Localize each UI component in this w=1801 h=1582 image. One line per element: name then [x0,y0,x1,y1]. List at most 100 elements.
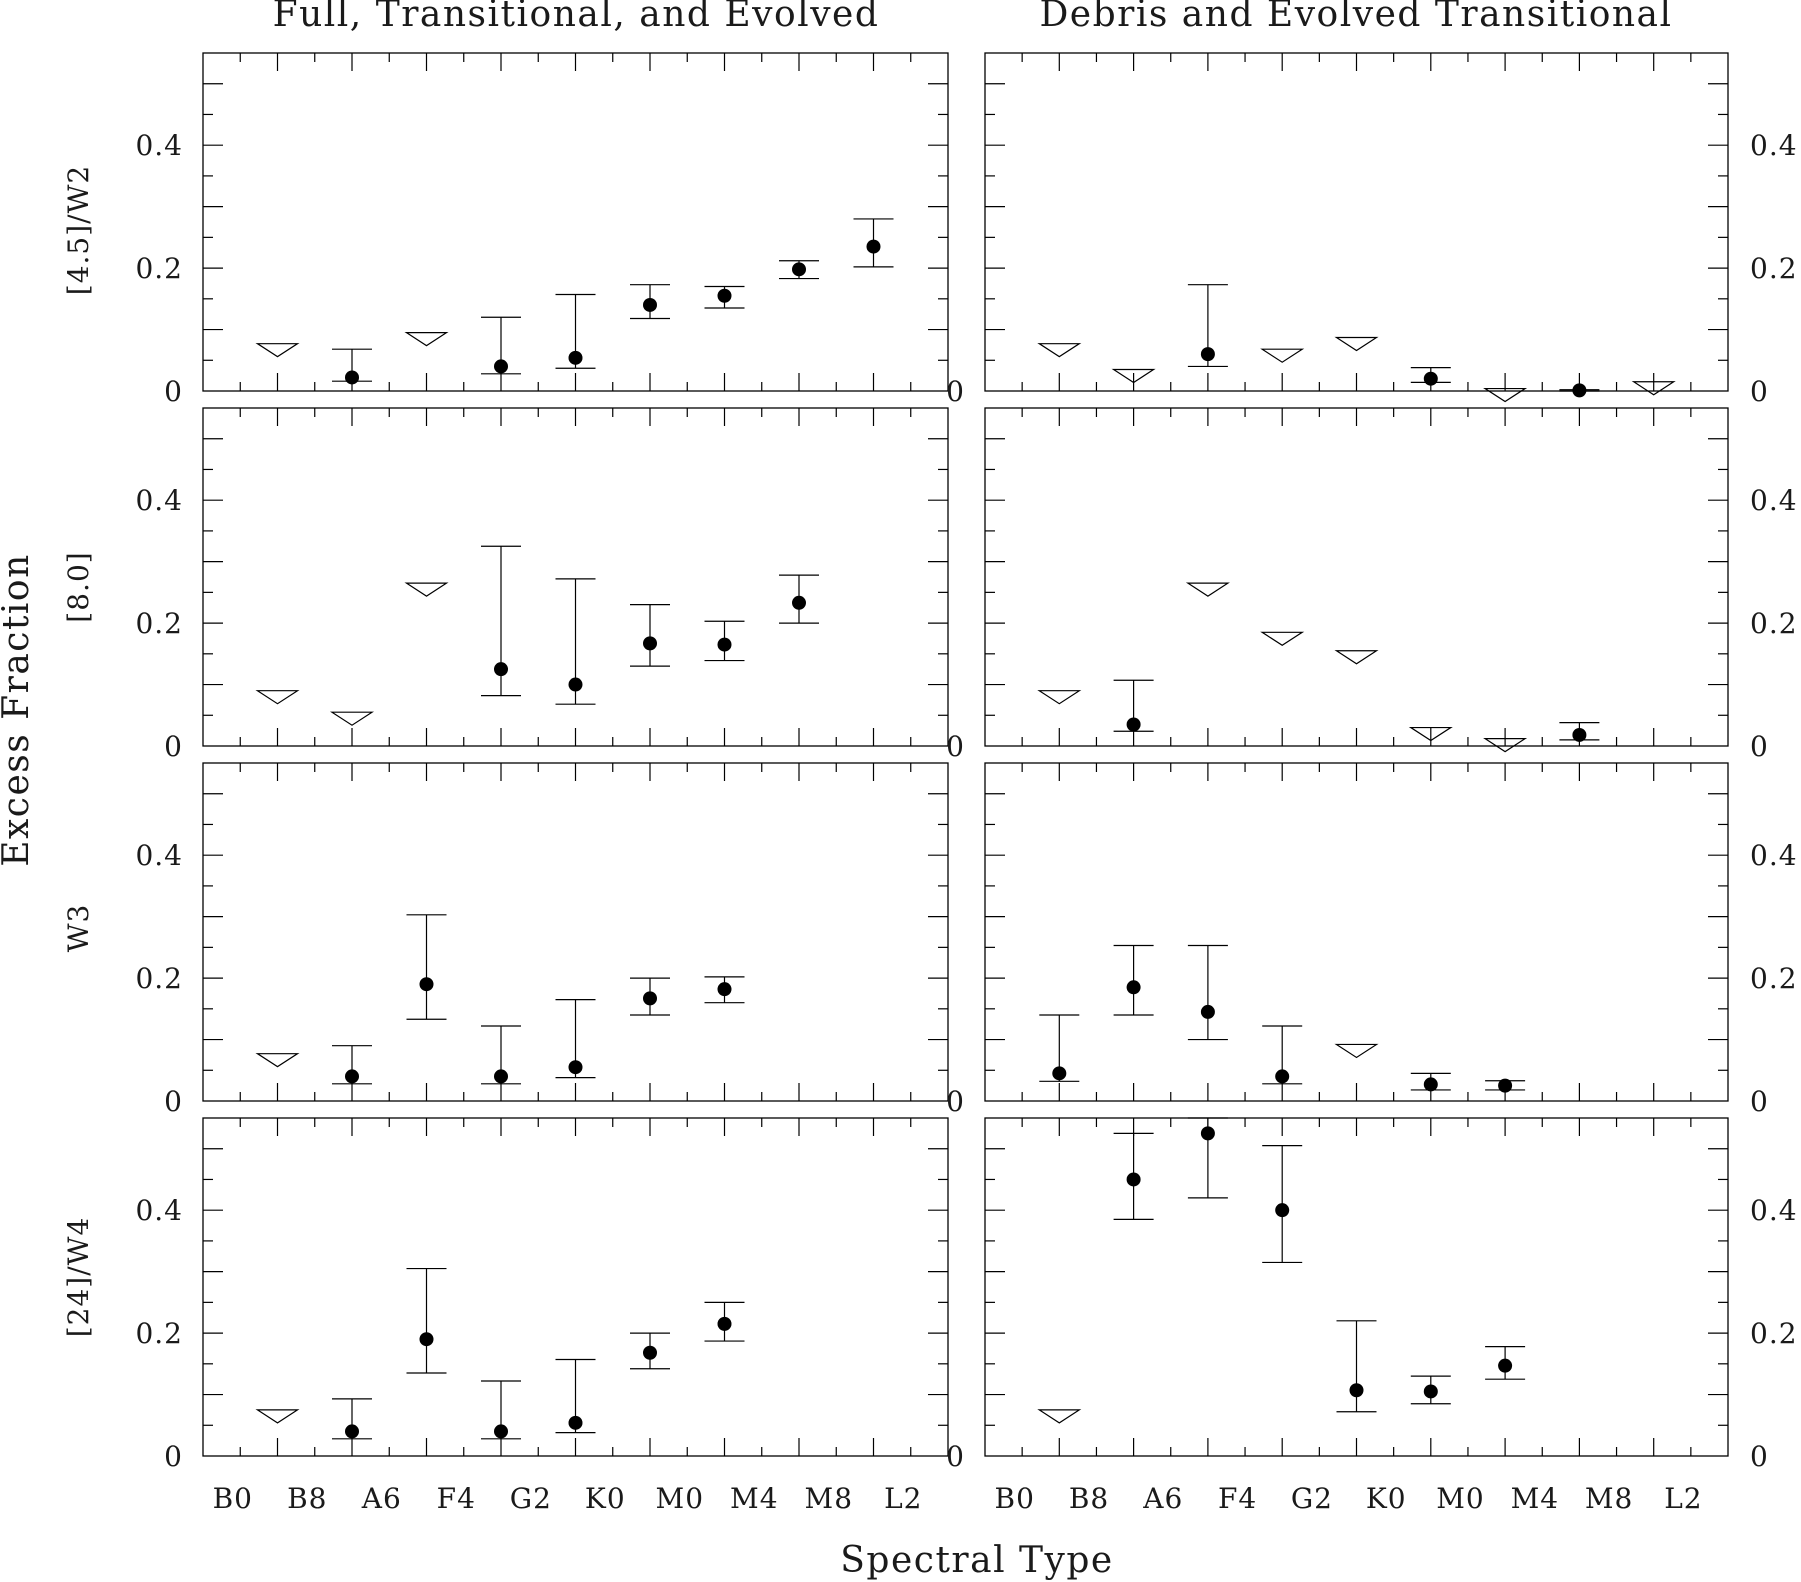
upper-limit-marker [404,582,449,597]
panel-debris-evolved-transitional-w3-frame [984,762,1729,1102]
upper-limit-marker [1483,738,1528,753]
x-tick-label: F4 [437,1482,476,1515]
panel-full-transitional-evolved-w3: 0 0.2 0.4 [135,762,949,1118]
x-tick-label: M0 [1436,1482,1484,1515]
upper-limit-marker [255,690,300,705]
y-tick-label: 0 [164,375,183,408]
y-tick-label: 0.4 [1750,129,1798,162]
y-tick-label: 0.2 [135,962,183,995]
data-point [494,1069,508,1084]
panel-debris-evolved-transitional-w3: 0 0 0.2 0.4 [946,762,1798,1118]
data-point [717,1316,732,1331]
data-point [1200,347,1215,362]
x-tick-label: M8 [1585,1482,1633,1515]
upper-limit-marker [255,1409,300,1424]
data-point [419,1332,434,1347]
data-point [1275,1203,1290,1218]
column-title-right: Debris and Evolved Transitional [1039,0,1672,35]
x-tick-label: M0 [656,1482,704,1515]
y-tick-label: 0.2 [1750,1317,1798,1350]
upper-limit-marker [1631,381,1676,396]
x-axis-title: Spectral Type [840,1540,1113,1581]
panel-grid: 0 0.2 0.4 0 0 0.2 0.4 0 0.2 0.4 0 0 0.2 0.4 0 0.2 0.4 0 0 0… [135,52,1798,1515]
y-tick-label: 0 [946,375,965,408]
x-tick-label: M4 [730,1482,778,1515]
upper-limit-marker [404,332,449,347]
data-point [1423,1384,1438,1399]
upper-limit-marker [1260,348,1305,363]
y-tick-label: 0.4 [135,839,183,872]
panel-full-transitional-evolved-8-0: 0 0.2 0.4 [135,407,949,763]
y-tick-label: 0 [1750,1440,1769,1473]
y-tick-label: 0.2 [1750,607,1798,640]
data-point [1498,1078,1513,1093]
y-tick-label: 0.4 [1750,839,1798,872]
data-point [1423,371,1438,386]
data-point [717,982,732,997]
data-point [1572,383,1587,398]
data-point [1126,717,1141,732]
x-tick-label: M4 [1511,1482,1559,1515]
data-point [1572,727,1587,742]
y-tick-label: 0.4 [135,129,183,162]
y-tick-label: 0.2 [135,607,183,640]
data-point [494,359,508,374]
upper-limit-marker [1185,582,1230,597]
panel-full-transitional-evolved-4-5-w2: 0 0.2 0.4 [135,52,949,408]
panel-debris-evolved-transitional-4-5-w2-frame [984,52,1729,392]
x-tick-label: G2 [1291,1482,1333,1515]
y-tick-label: 0.2 [135,1317,183,1350]
upper-limit-marker [1334,650,1379,665]
data-point [568,1415,583,1430]
y-tick-label: 0 [1750,375,1769,408]
upper-limit-marker [1334,336,1379,352]
data-point [345,1424,359,1439]
data-point [1275,1069,1290,1084]
y-tick-label: 0 [164,1085,183,1118]
data-point [568,677,583,692]
data-point [643,297,657,312]
upper-limit-marker [1408,726,1453,742]
y-tick-label: 0.4 [1750,1194,1798,1227]
x-tick-label: A6 [1142,1482,1183,1515]
panel-debris-evolved-transitional-8-0-frame [984,407,1729,747]
row-label-24-w4: [24]/W4 [62,1217,95,1338]
x-tick-label: B0 [213,1482,253,1515]
data-point [1200,1126,1215,1141]
y-tick-label: 0.4 [135,484,183,517]
panel-debris-evolved-transitional-4-5-w2: 0 0 0.2 0.4 [946,52,1798,408]
upper-limit-marker [1483,387,1528,403]
data-point [345,370,359,385]
y-tick-label: 0 [1750,1085,1769,1118]
y-tick-label: 0.2 [1750,962,1798,995]
panel-debris-evolved-transitional-24-w4: 0 0 0.2 0.4 B0 B8 A6 F4 G2 K0 M0 M4 M8 L2 [946,1117,1798,1515]
data-point [643,1345,657,1360]
upper-limit-marker [1037,343,1082,358]
x-tick-label: K0 [585,1482,626,1515]
row-label-w3: W3 [62,904,95,953]
y-tick-label: 0 [946,730,965,763]
row-label-8-0: [8.0] [62,551,95,622]
x-tick-label: L2 [884,1482,922,1515]
upper-limit-marker [255,1053,300,1068]
data-point [643,991,657,1006]
y-tick-label: 0.4 [135,1194,183,1227]
x-tick-label: M8 [805,1482,853,1515]
data-point [1200,1004,1215,1019]
y-tick-label: 0 [164,1440,183,1473]
panel-full-transitional-evolved-24-w4: 0 0.2 0.4 B0 B8 A6 F4 G2 K0 M0 M4 M8 L2 [135,1117,949,1515]
x-tick-label: B8 [287,1482,327,1515]
data-point [792,262,806,277]
data-point [1126,980,1141,995]
y-tick-label: 0.4 [1750,484,1798,517]
data-point [1498,1358,1513,1373]
data-point [717,288,732,303]
data-point [1126,1172,1141,1187]
upper-limit-marker [1037,1409,1082,1424]
y-tick-label: 0 [946,1440,965,1473]
row-label-4-5-w2: [4.5]/W2 [62,165,95,295]
upper-limit-marker [1111,368,1156,384]
data-point [568,1060,583,1075]
data-point [866,239,881,254]
